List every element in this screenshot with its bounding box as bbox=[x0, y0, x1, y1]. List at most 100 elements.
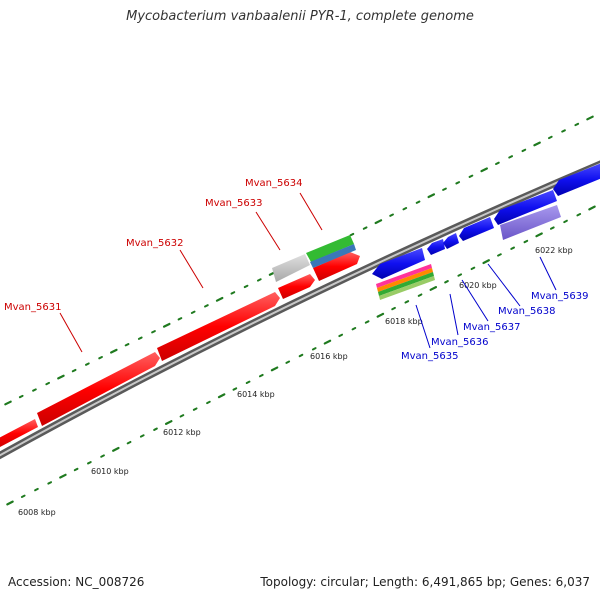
tick-major bbox=[164, 420, 173, 426]
tick-minor bbox=[470, 266, 476, 271]
tick-minor bbox=[206, 400, 211, 405]
tick-minor bbox=[338, 333, 344, 338]
tick-major bbox=[112, 446, 120, 452]
topology-text: Topology: circular; Length: 6,491,865 bp… bbox=[260, 575, 590, 589]
tick-minor bbox=[510, 246, 515, 250]
gene-label: Mvan_5631 bbox=[4, 302, 61, 313]
gene-arrow-reverse bbox=[459, 217, 494, 241]
tick-minor bbox=[298, 353, 304, 358]
tick-minor bbox=[34, 487, 39, 492]
tick-row-lower bbox=[6, 205, 596, 506]
gene-label: Mvan_5638 bbox=[498, 306, 555, 317]
scale-labels: 6008 kbp 6010 kbp 6012 kbp 6014 kbp 6016… bbox=[18, 246, 573, 517]
tick-minor bbox=[563, 219, 568, 224]
tick-minor bbox=[73, 467, 79, 472]
tick-minor bbox=[495, 161, 500, 166]
tick-minor bbox=[151, 330, 156, 334]
forward-strand-genes bbox=[0, 235, 360, 447]
gene-arrow-reverse bbox=[372, 248, 425, 279]
tick-minor bbox=[549, 226, 555, 230]
tick-minor bbox=[190, 310, 196, 314]
reverse-leader-lines bbox=[415, 256, 557, 349]
tick-minor bbox=[85, 362, 90, 366]
tick-major bbox=[59, 473, 67, 479]
tick-major bbox=[429, 285, 438, 291]
tick-minor bbox=[98, 355, 103, 360]
tick-minor bbox=[232, 387, 238, 391]
tick-minor bbox=[204, 304, 209, 308]
gene-label: Mvan_5637 bbox=[463, 322, 520, 333]
scale-label: 6008 kbp bbox=[18, 508, 56, 517]
accession-text: Accession: NC_008726 bbox=[8, 575, 145, 589]
gene-arrow-forward bbox=[313, 252, 360, 281]
tick-minor bbox=[32, 388, 37, 392]
gene-label: Mvan_5633 bbox=[205, 198, 262, 209]
tick-major bbox=[162, 322, 171, 328]
tick-major bbox=[586, 115, 594, 121]
gene-arrow-reverse bbox=[494, 190, 557, 225]
tick-minor bbox=[192, 407, 198, 411]
tick-minor bbox=[455, 181, 461, 185]
gene-arrow-forward bbox=[272, 254, 310, 282]
gene-arrow-forward bbox=[37, 352, 160, 426]
gene-arrow-forward bbox=[0, 419, 38, 447]
tick-minor bbox=[45, 381, 51, 386]
tick-minor bbox=[444, 280, 449, 284]
tick-minor bbox=[20, 494, 26, 498]
tick-minor bbox=[362, 226, 368, 230]
gene-arrow-reverse bbox=[443, 233, 459, 249]
tick-major bbox=[376, 312, 385, 318]
reverse-strand-genes bbox=[372, 163, 600, 300]
tick-minor bbox=[561, 129, 566, 133]
tick-minor bbox=[285, 360, 291, 364]
gene-stripe bbox=[376, 264, 432, 288]
map-title: Mycobacterium vanbaalenii PYR-1, complet… bbox=[126, 9, 474, 24]
gene-label: Mvan_5639 bbox=[531, 291, 588, 302]
tick-minor bbox=[442, 187, 447, 191]
tick-major bbox=[427, 193, 436, 199]
gene-stripe bbox=[379, 276, 435, 300]
tick-major bbox=[57, 374, 65, 380]
tick-minor bbox=[230, 291, 236, 295]
tick-major bbox=[6, 500, 14, 506]
tick-major bbox=[374, 219, 383, 225]
tick-major bbox=[4, 400, 12, 406]
tick-minor bbox=[497, 253, 502, 257]
reverse-gene-labels: Mvan_5635 Mvan_5636 Mvan_5637 Mvan_5638 … bbox=[401, 291, 588, 362]
tick-minor bbox=[71, 368, 77, 373]
forward-gene-labels: Mvan_5631 Mvan_5632 Mvan_5633 Mvan_5634 bbox=[4, 178, 302, 313]
tick-minor bbox=[468, 174, 474, 178]
gene-label: Mvan_5632 bbox=[126, 238, 183, 249]
gene-label: Mvan_5635 bbox=[401, 351, 458, 362]
gene-arrow-forward bbox=[157, 292, 280, 361]
gene-stripe bbox=[377, 268, 433, 292]
tick-minor bbox=[402, 207, 408, 211]
tick-minor bbox=[574, 122, 580, 127]
scale-label: 6022 kbp bbox=[535, 246, 573, 255]
gene-arrow-forward bbox=[278, 274, 315, 299]
genome-backbone bbox=[0, 160, 600, 460]
tick-minor bbox=[547, 135, 553, 140]
tick-minor bbox=[521, 148, 527, 153]
tick-minor bbox=[87, 461, 92, 465]
tick-minor bbox=[243, 284, 249, 289]
gene-arrow-reverse bbox=[553, 163, 600, 196]
tick-minor bbox=[391, 306, 396, 311]
tick-minor bbox=[349, 232, 355, 237]
tick-minor bbox=[18, 394, 24, 399]
forward-leader-lines bbox=[59, 192, 323, 353]
tick-minor bbox=[311, 347, 317, 351]
gene-label: Mvan_5634 bbox=[245, 178, 302, 189]
tick-minor bbox=[457, 273, 463, 277]
tick-minor bbox=[124, 343, 130, 347]
gene-stripe bbox=[378, 272, 434, 296]
tick-major bbox=[323, 339, 332, 345]
tick-minor bbox=[364, 320, 370, 324]
tick-minor bbox=[153, 427, 158, 431]
tick-minor bbox=[576, 213, 582, 217]
tick-major bbox=[110, 348, 118, 354]
gene-arrow-forward bbox=[306, 235, 354, 262]
tick-minor bbox=[523, 239, 529, 244]
tick-major bbox=[533, 141, 541, 147]
